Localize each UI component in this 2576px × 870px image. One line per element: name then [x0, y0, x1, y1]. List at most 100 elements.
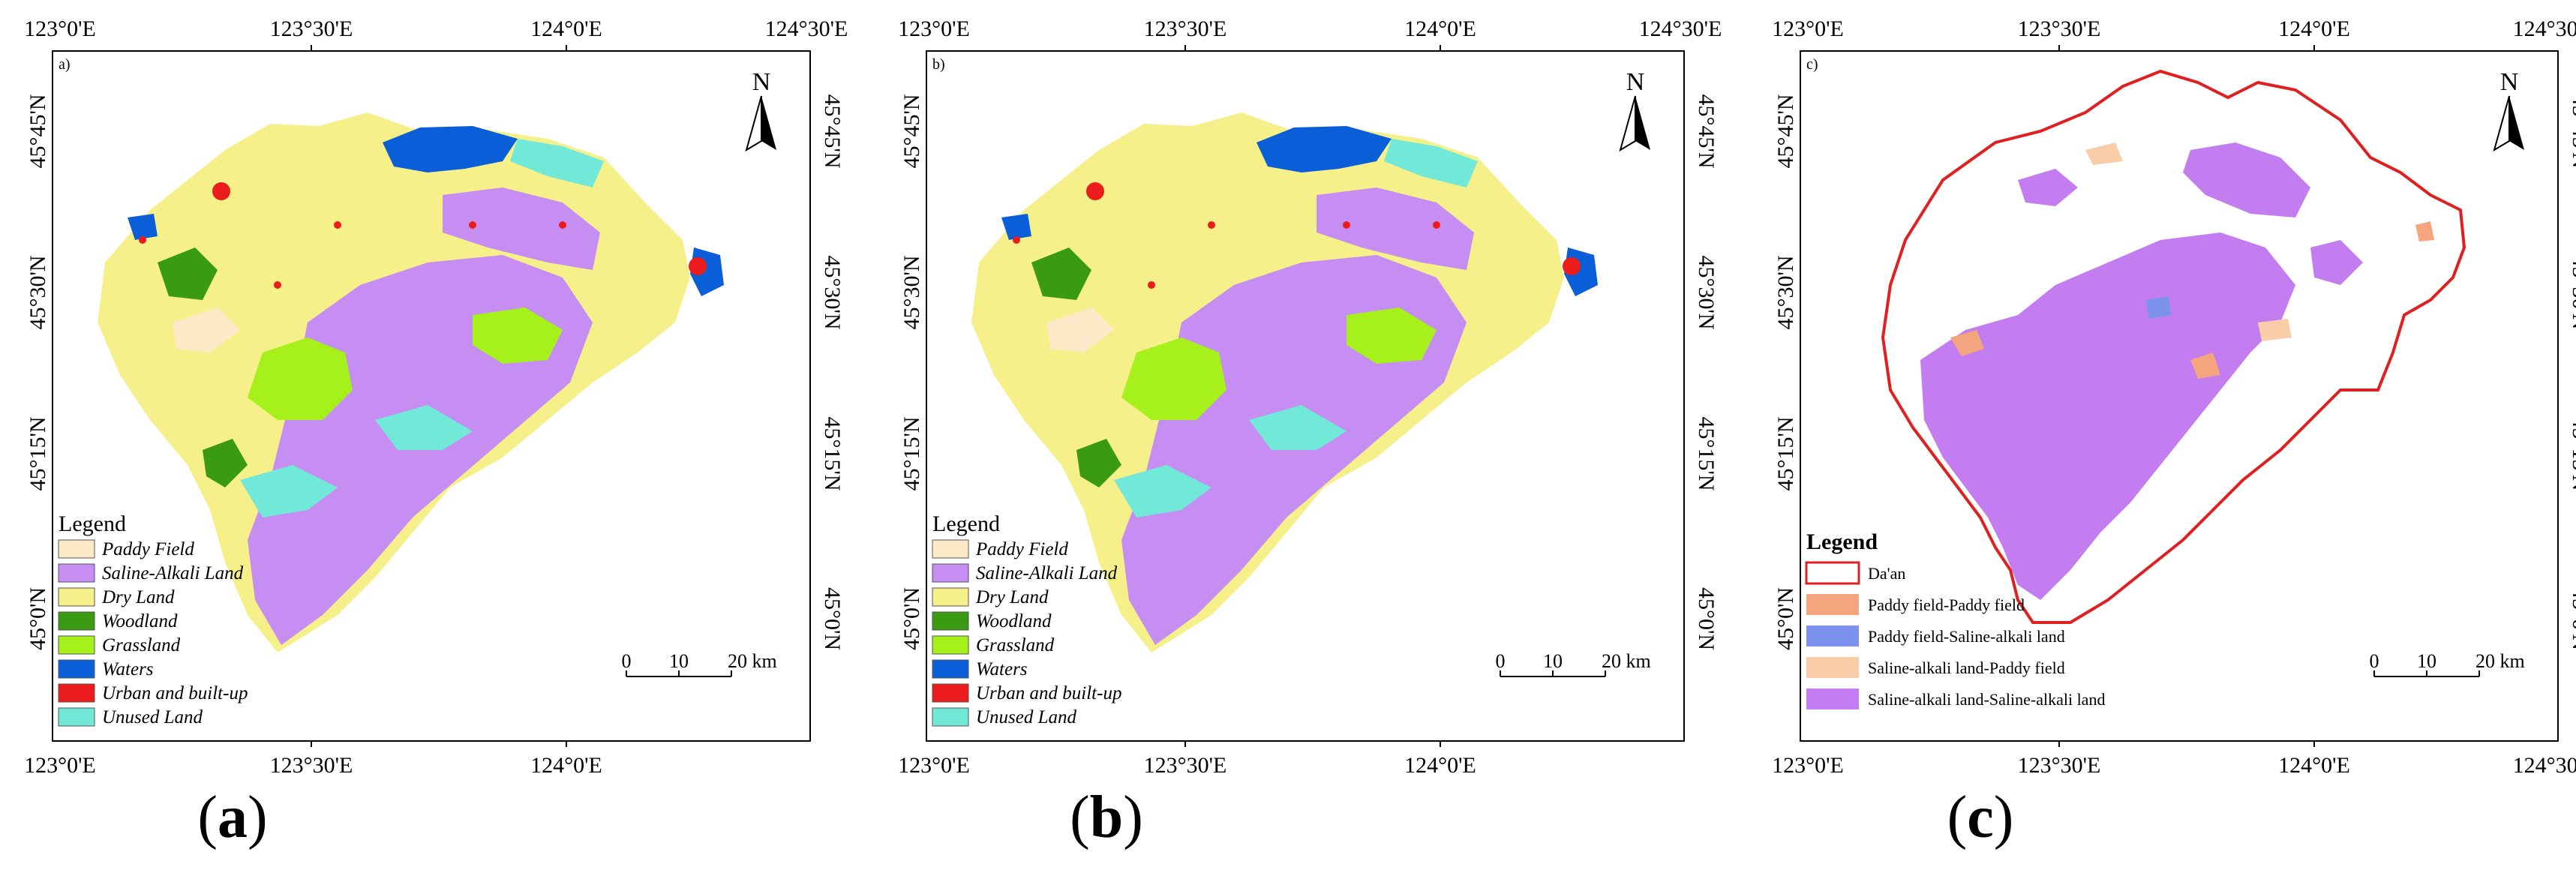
legend-label: Grassland	[102, 635, 181, 656]
lat-label-right: 45°30'N	[1694, 255, 1719, 329]
legend-label: Paddy Field	[975, 539, 1068, 560]
north-label: N	[752, 68, 771, 96]
lat-label-right: 45°0'N	[820, 587, 845, 650]
lat-label-left: 45°45'N	[26, 94, 50, 168]
lat-label-right: 45°0'N	[2568, 587, 2576, 650]
legend-item: Saline-alkali land-Saline-alkali land	[1806, 688, 2105, 710]
north-arrow: N	[2493, 68, 2524, 152]
lon-label-bottom: 124°30'E	[2513, 753, 2576, 778]
region-saline-saline	[2183, 142, 2310, 218]
legend-item: Da'an	[1805, 561, 1905, 585]
lat-label-right: 45°45'N	[820, 94, 845, 168]
legend-swatch	[58, 635, 95, 655]
lat-label-right: 45°15'N	[820, 416, 845, 490]
legend-swatch	[932, 611, 969, 631]
lon-label-top: 123°30'E	[2018, 16, 2101, 41]
lat-label-left: 45°0'N	[899, 587, 924, 650]
region-urban	[1013, 236, 1020, 244]
caption-letter: c	[1967, 784, 1994, 850]
legend-item: Unused Land	[932, 707, 1077, 728]
region-unused-center	[1249, 405, 1347, 450]
caption-letter: a	[218, 784, 248, 850]
lat-label-right: 45°0'N	[1694, 587, 1719, 650]
map-border	[926, 50, 1685, 742]
region-saline-east	[443, 188, 600, 270]
caption-letter: b	[1089, 784, 1124, 850]
legend-title: Legend	[59, 512, 126, 536]
region-unused-center	[375, 405, 473, 450]
lon-label-bottom: 123°30'E	[2018, 753, 2101, 778]
legend-label: Woodland	[976, 611, 1052, 632]
legend-item: Woodland	[58, 611, 178, 632]
legend-label: Grassland	[976, 635, 1055, 656]
legend: Legend Paddy Field Saline-Alkali Land Dr…	[58, 512, 248, 728]
north-label: N	[2500, 68, 2519, 96]
legend-item: Saline-alkali land-Paddy field	[1806, 657, 2065, 678]
region-urban	[1343, 221, 1350, 229]
scale-label: 0	[1496, 650, 1506, 672]
legend-swatch	[932, 707, 969, 727]
region-paddy-paddy	[2415, 221, 2434, 242]
lon-label-top: 124°30'E	[1639, 16, 1722, 41]
lat-label-left: 45°30'N	[899, 255, 924, 329]
lon-label-bottom: 123°0'E	[1772, 753, 1844, 778]
scale-label: 10	[2417, 650, 2436, 672]
region-grassland-east	[473, 308, 563, 364]
legend-label: Dry Land	[975, 587, 1049, 608]
legend-label: Urban and built-up	[102, 683, 248, 704]
legend-item: Urban and built-up	[932, 683, 1121, 704]
legend-item: Grassland	[58, 635, 181, 656]
legend-swatch	[1806, 657, 1859, 678]
legend-swatch	[58, 707, 95, 727]
legend-label: Unused Land	[976, 707, 1077, 728]
legend-label: Unused Land	[102, 707, 203, 728]
map-border	[52, 50, 811, 742]
lat-label-right: 45°15'N	[1694, 416, 1719, 490]
legend-label: Urban and built-up	[976, 683, 1121, 704]
legend-item: Woodland	[932, 611, 1052, 632]
region-woodland-west	[1031, 248, 1091, 300]
region-saline-saline	[1920, 232, 2295, 600]
legend-label: Saline-Alkali Land	[102, 563, 244, 584]
region-waters-west	[128, 214, 158, 240]
region-paddy-saline	[2145, 296, 2172, 319]
panel-tag: c)	[1806, 56, 1818, 73]
legend-item: Urban and built-up	[58, 683, 248, 704]
legend-label: Woodland	[102, 611, 178, 632]
legend-swatch	[932, 587, 969, 607]
lat-label-left: 45°0'N	[26, 587, 50, 650]
region-woodland-southwest	[1076, 439, 1121, 488]
legend-title: Legend	[932, 512, 1000, 536]
scale-bar: 0 10 20 km	[622, 650, 777, 677]
lon-label-top: 124°0'E	[2278, 16, 2350, 41]
map-frame: 123°0'E 123°30'E 124°0'E 124°30'E c) 45°…	[1772, 16, 2576, 778]
scale-label: 20 km	[1602, 650, 1651, 672]
region-urban	[274, 281, 281, 289]
legend-item: Unused Land	[58, 707, 203, 728]
lat-label-left: 45°30'N	[1773, 255, 1798, 329]
map-panel-c: 123°0'E 123°30'E 124°0'E 124°30'E c) 45°…	[1770, 0, 2576, 870]
region-urban	[1563, 257, 1581, 275]
scale-bar: 0 10 20 km	[2370, 650, 2525, 677]
legend-swatch	[932, 683, 969, 703]
lat-label-left: 45°15'N	[26, 416, 50, 490]
panel-tag: a)	[59, 56, 71, 73]
map-border	[1800, 50, 2559, 742]
region-waters-north	[383, 126, 518, 172]
region-saline-saline	[2018, 169, 2078, 206]
lat-label-left: 45°45'N	[899, 94, 924, 168]
lat-label-right: 45°15'N	[2568, 416, 2576, 490]
map-panel-b: 123°0'E 123°30'E 124°0'E 124°30'E b) 45°…	[896, 0, 1729, 870]
lon-label-top: 123°0'E	[24, 16, 96, 41]
lat-label-left: 45°45'N	[1773, 94, 1798, 168]
region-paddy	[1046, 308, 1114, 352]
legend-label: Paddy field-Saline-alkali land	[1868, 627, 2065, 646]
lat-label-left: 45°15'N	[1773, 416, 1798, 490]
lon-label-bottom: 123°0'E	[898, 753, 970, 778]
lat-label-left: 45°0'N	[1773, 587, 1798, 650]
legend-swatch	[1806, 688, 1859, 710]
north-label: N	[1626, 68, 1645, 96]
legend: Legend Paddy Field Saline-Alkali Land Dr…	[932, 512, 1121, 728]
lon-label-top: 123°0'E	[898, 16, 970, 41]
legend-item: Paddy Field	[932, 539, 1068, 560]
